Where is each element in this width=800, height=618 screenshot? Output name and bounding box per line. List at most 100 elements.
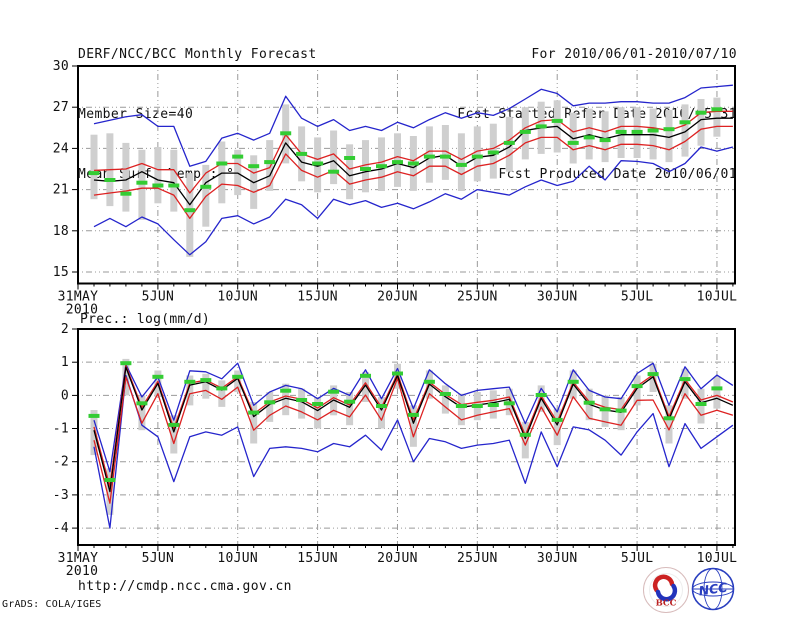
daily-green-dash [328,389,340,394]
daily-green-dash [168,422,180,427]
member-spread-bar [346,392,354,426]
member-spread-bar [681,104,689,157]
member-spread-bar [250,402,258,444]
y-tick-label: 2 [61,322,69,337]
member-spread-bar [553,408,561,446]
member-spread-bar [266,140,274,191]
daily-green-dash [232,374,244,379]
daily-green-dash [360,373,371,378]
daily-green-dash [535,124,547,129]
x-tick-label: 25JUN [457,290,498,305]
daily-green-dash [184,379,196,384]
member-spread-bar [473,126,481,182]
series-spread-lower-red [93,376,734,504]
daily-green-dash [583,135,595,140]
member-spread-bar [202,373,210,399]
y-tick-label: -1 [53,422,69,437]
daily-green-dash [487,403,499,407]
member-spread-bar [585,108,593,160]
x-tick-label: 5JUN [142,290,175,305]
daily-green-dash [423,379,435,384]
y-tick-label: -4 [53,521,69,536]
member-spread-bar [697,99,705,146]
daily-green-dash [519,432,531,437]
member-spread-bar [266,392,274,422]
daily-green-dash [248,164,260,169]
member-spread-bar [186,375,194,406]
member-spread-bar [122,142,130,212]
daily-green-dash [695,110,707,115]
daily-green-dash [615,408,627,413]
bcc-logo: BCC [643,567,689,613]
daily-green-dash [136,180,148,185]
daily-green-dash [551,417,563,422]
daily-green-dash [264,400,276,405]
daily-green-dash [631,384,643,389]
page-title: DERF/NCC/BCC Monthly Forecast [78,47,317,62]
daily-green-dash [216,161,228,166]
daily-green-dash [647,372,659,377]
daily-green-dash [88,413,100,418]
member-spread-bar [697,388,705,424]
member-size-label: Member Size=40 [78,107,194,122]
y-tick-label: 21 [53,183,69,198]
daily-green-dash [280,388,292,393]
member-spread-bar [665,405,673,444]
daily-green-dash [407,161,419,166]
x-tick-label: 10JUL [697,551,738,566]
y-tick-label: -2 [53,455,69,470]
series-ensemble-mean-black [93,117,733,206]
plot-frame [77,65,736,285]
member-spread-bar [665,109,673,163]
daily-green-dash [599,407,611,412]
y-tick-label: 1 [61,355,69,370]
daily-green-dash [567,140,579,145]
x-tick-label: 25JUN [457,551,498,566]
daily-green-dash [439,392,451,396]
member-spread-bar [425,126,433,183]
daily-green-dash [711,107,723,112]
x-tick-label: 20JUN [377,551,418,566]
x-tick-label: 30JUN [537,290,578,305]
member-spread-bar [457,393,465,426]
daily-green-dash [200,378,212,383]
member-spread-bar [282,383,290,416]
series-envelope-min-blue [93,146,734,256]
ncc-logo-label: NCC [698,579,729,598]
daily-green-dash [392,371,403,376]
daily-green-dash [376,404,387,408]
daily-green-dash [503,140,515,145]
daily-green-dash [152,374,164,379]
daily-green-dash [104,478,116,482]
member-spread-bar [713,377,721,409]
daily-green-dash [423,154,435,159]
bcc-logo-label: BCC [656,599,677,609]
member-spread-bar [218,380,226,407]
daily-green-dash [248,410,260,415]
grads-credit: GrADS: COLA/IGES [2,599,102,610]
x-tick-label: 31MAY [58,290,99,305]
daily-green-dash [519,129,531,134]
member-spread-bar [298,388,306,419]
series-spread-upper-red [93,110,733,194]
daily-green-dash [695,402,707,406]
daily-green-dash [647,128,659,133]
precipitation-chart: -4 -3 -2 -1 0 1 2 31MAY 5JUN 10JUN 15JUN 20JUN 25JUN… [53,312,737,579]
member-spread-bar [170,415,178,454]
daily-green-dash [663,416,675,421]
x-tick-label: 10JUN [217,551,258,566]
x-tick-label: 5JUL [621,551,654,566]
member-spread-bar [90,134,98,200]
daily-green-dash [104,178,116,182]
member-spread-bar [138,149,146,220]
member-spread-bar [170,149,178,212]
daily-green-dash [168,183,180,188]
temperature-chart: 15 18 21 24 27 30 31MAY 5JUN 10JUN 15JUN 20JUN 25JU… [53,59,737,318]
member-spread-bar [617,397,625,431]
series-envelope-max-blue [93,362,734,473]
ncc-logo: NCC [691,567,735,611]
series-envelope-min-blue [93,374,734,529]
member-spread-bar [521,421,529,459]
member-spread-bar [633,375,641,406]
member-spread-bar [457,133,465,191]
